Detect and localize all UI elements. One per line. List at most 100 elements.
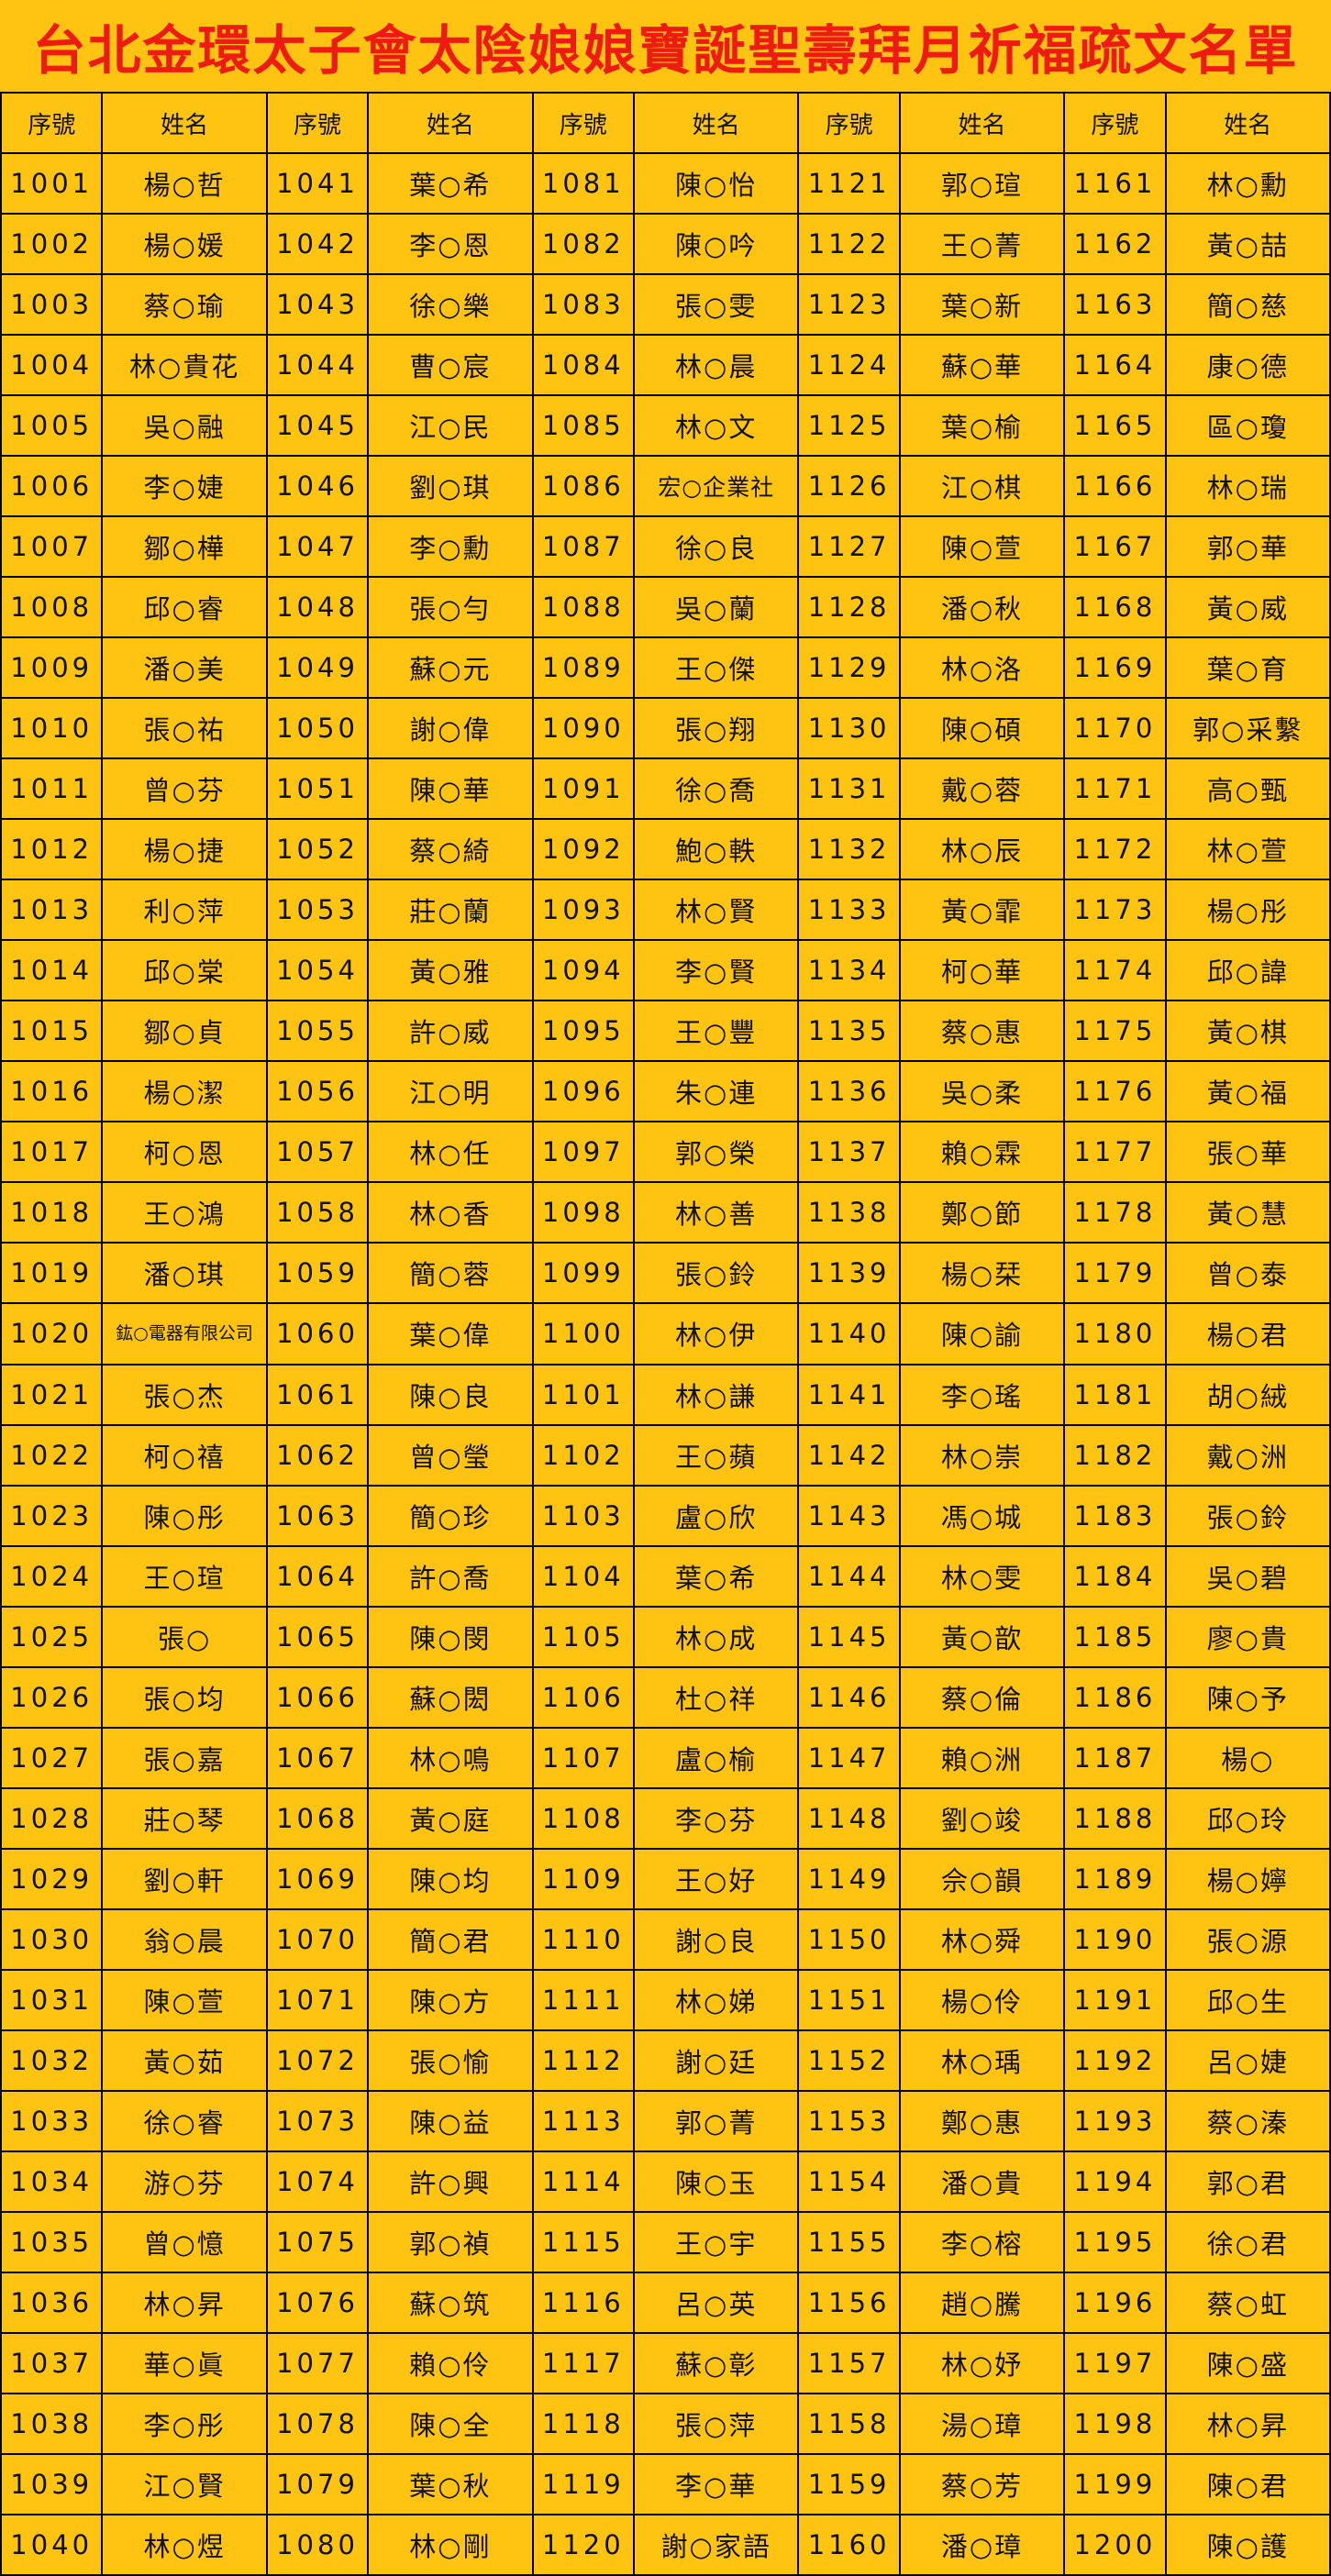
name-cell: 葉○希 [635, 1546, 798, 1606]
serial-cell: 1120 [533, 2515, 633, 2574]
name-cell: 湯○璋 [900, 2394, 1064, 2453]
name-cell: 許○興 [369, 2151, 532, 2211]
serial-cell: 1192 [1065, 2030, 1165, 2090]
serial-cell: 1087 [533, 517, 633, 577]
name-cell: 邱○玲 [1166, 1788, 1329, 1848]
name-cell: 楊○捷 [103, 820, 266, 879]
name-cell: 林○昇 [1166, 2394, 1329, 2453]
serial-cell: 1133 [799, 880, 899, 940]
name-cell: 鄒○樺 [103, 517, 266, 577]
serial-cell: 1165 [1065, 396, 1165, 456]
serial-cell: 1104 [533, 1546, 633, 1606]
serial-cell: 1007 [2, 517, 102, 577]
name-cell: 邱○生 [1166, 1970, 1329, 2029]
serial-cell: 1098 [533, 1183, 633, 1243]
serial-cell: 1132 [799, 820, 899, 879]
serial-cell: 1073 [267, 2091, 368, 2150]
name-cell: 楊○潔 [103, 1062, 266, 1122]
name-cell: 潘○美 [103, 638, 266, 698]
serial-cell: 1182 [1065, 1425, 1165, 1485]
serial-cell: 1036 [2, 2272, 102, 2332]
name-cell: 游○芬 [103, 2151, 266, 2211]
serial-cell: 1047 [267, 517, 368, 577]
serial-cell: 1050 [267, 699, 368, 758]
serial-cell: 1169 [1065, 638, 1165, 698]
serial-cell: 1116 [533, 2272, 633, 2332]
name-cell: 蔡○芳 [900, 2454, 1064, 2514]
name-cell: 呂○英 [635, 2272, 798, 2332]
serial-cell: 1062 [267, 1425, 368, 1485]
serial-cell: 1021 [2, 1365, 102, 1424]
serial-cell: 1150 [799, 1909, 899, 1969]
name-cell: 吳○融 [103, 396, 266, 456]
name-cell: 黃○威 [1166, 578, 1329, 637]
name-cell: 李○彤 [103, 2394, 266, 2453]
name-cell: 徐○喬 [635, 759, 798, 819]
serial-cell: 1052 [267, 820, 368, 879]
name-cell: 陳○萱 [900, 517, 1064, 577]
name-cell: 林○成 [635, 1607, 798, 1666]
header-name: 姓名 [900, 94, 1064, 153]
name-cell: 楊○栞 [900, 1244, 1064, 1303]
name-cell: 蔡○綺 [369, 820, 532, 879]
serial-cell: 1024 [2, 1546, 102, 1606]
name-cell: 李○榕 [900, 2212, 1064, 2272]
serial-cell: 1122 [799, 215, 899, 274]
name-cell: 黃○喆 [1166, 215, 1329, 274]
name-cell: 謝○廷 [635, 2030, 798, 2090]
serial-cell: 1147 [799, 1728, 899, 1787]
serial-cell: 1115 [533, 2212, 633, 2272]
name-cell: 柯○華 [900, 941, 1064, 1001]
name-list-table: 序號 姓名 序號 姓名 序號 姓名 序號 姓名 序號 姓名 1001 楊○哲 1041 葉○希 1081 陳○… [0, 92, 1331, 2576]
serial-cell: 1029 [2, 1849, 102, 1908]
header-serial: 序號 [799, 94, 899, 153]
name-cell: 林○雯 [900, 1546, 1064, 1606]
name-cell: 王○宇 [635, 2212, 798, 2272]
serial-cell: 1097 [533, 1122, 633, 1182]
name-cell: 黃○慧 [1166, 1183, 1329, 1243]
name-cell: 簡○珍 [369, 1486, 532, 1545]
name-cell: 陳○閔 [369, 1607, 532, 1666]
serial-cell: 1113 [533, 2091, 633, 2150]
serial-cell: 1178 [1065, 1183, 1165, 1243]
serial-cell: 1143 [799, 1486, 899, 1545]
name-cell: 盧○榆 [635, 1728, 798, 1787]
serial-cell: 1012 [2, 820, 102, 879]
name-cell: 柯○恩 [103, 1122, 266, 1182]
name-cell: 林○舜 [900, 1909, 1064, 1969]
serial-cell: 1044 [267, 336, 368, 395]
name-cell: 翁○晨 [103, 1909, 266, 1969]
serial-cell: 1167 [1065, 517, 1165, 577]
name-cell: 林○伊 [635, 1304, 798, 1364]
name-cell: 林○香 [369, 1183, 532, 1243]
serial-cell: 1200 [1065, 2515, 1165, 2574]
name-cell: 葉○秋 [369, 2454, 532, 2514]
name-cell: 蔡○溱 [1166, 2091, 1329, 2150]
name-cell: 曾○瑩 [369, 1425, 532, 1485]
serial-cell: 1151 [799, 1970, 899, 2029]
name-cell: 莊○琴 [103, 1788, 266, 1848]
serial-cell: 1013 [2, 880, 102, 940]
name-cell: 葉○希 [369, 154, 532, 214]
serial-cell: 1180 [1065, 1304, 1165, 1364]
serial-cell: 1005 [2, 396, 102, 456]
name-cell: 王○瑄 [103, 1546, 266, 1606]
serial-cell: 1074 [267, 2151, 368, 2211]
name-cell: 楊○君 [1166, 1304, 1329, 1364]
name-cell: 鈜○電器有限公司 [103, 1304, 266, 1364]
serial-cell: 1071 [267, 1970, 368, 2029]
serial-cell: 1040 [2, 2515, 102, 2574]
serial-cell: 1084 [533, 336, 633, 395]
serial-cell: 1193 [1065, 2091, 1165, 2150]
name-cell: 曹○宸 [369, 336, 532, 395]
name-cell: 蘇○閎 [369, 1667, 532, 1727]
name-cell: 鄒○貞 [103, 1001, 266, 1061]
serial-cell: 1163 [1065, 275, 1165, 335]
name-cell: 宏○企業社 [635, 457, 798, 516]
serial-cell: 1171 [1065, 759, 1165, 819]
name-cell: 李○恩 [369, 215, 532, 274]
serial-cell: 1027 [2, 1728, 102, 1787]
name-cell: 王○鴻 [103, 1183, 266, 1243]
header-serial: 序號 [267, 94, 368, 153]
